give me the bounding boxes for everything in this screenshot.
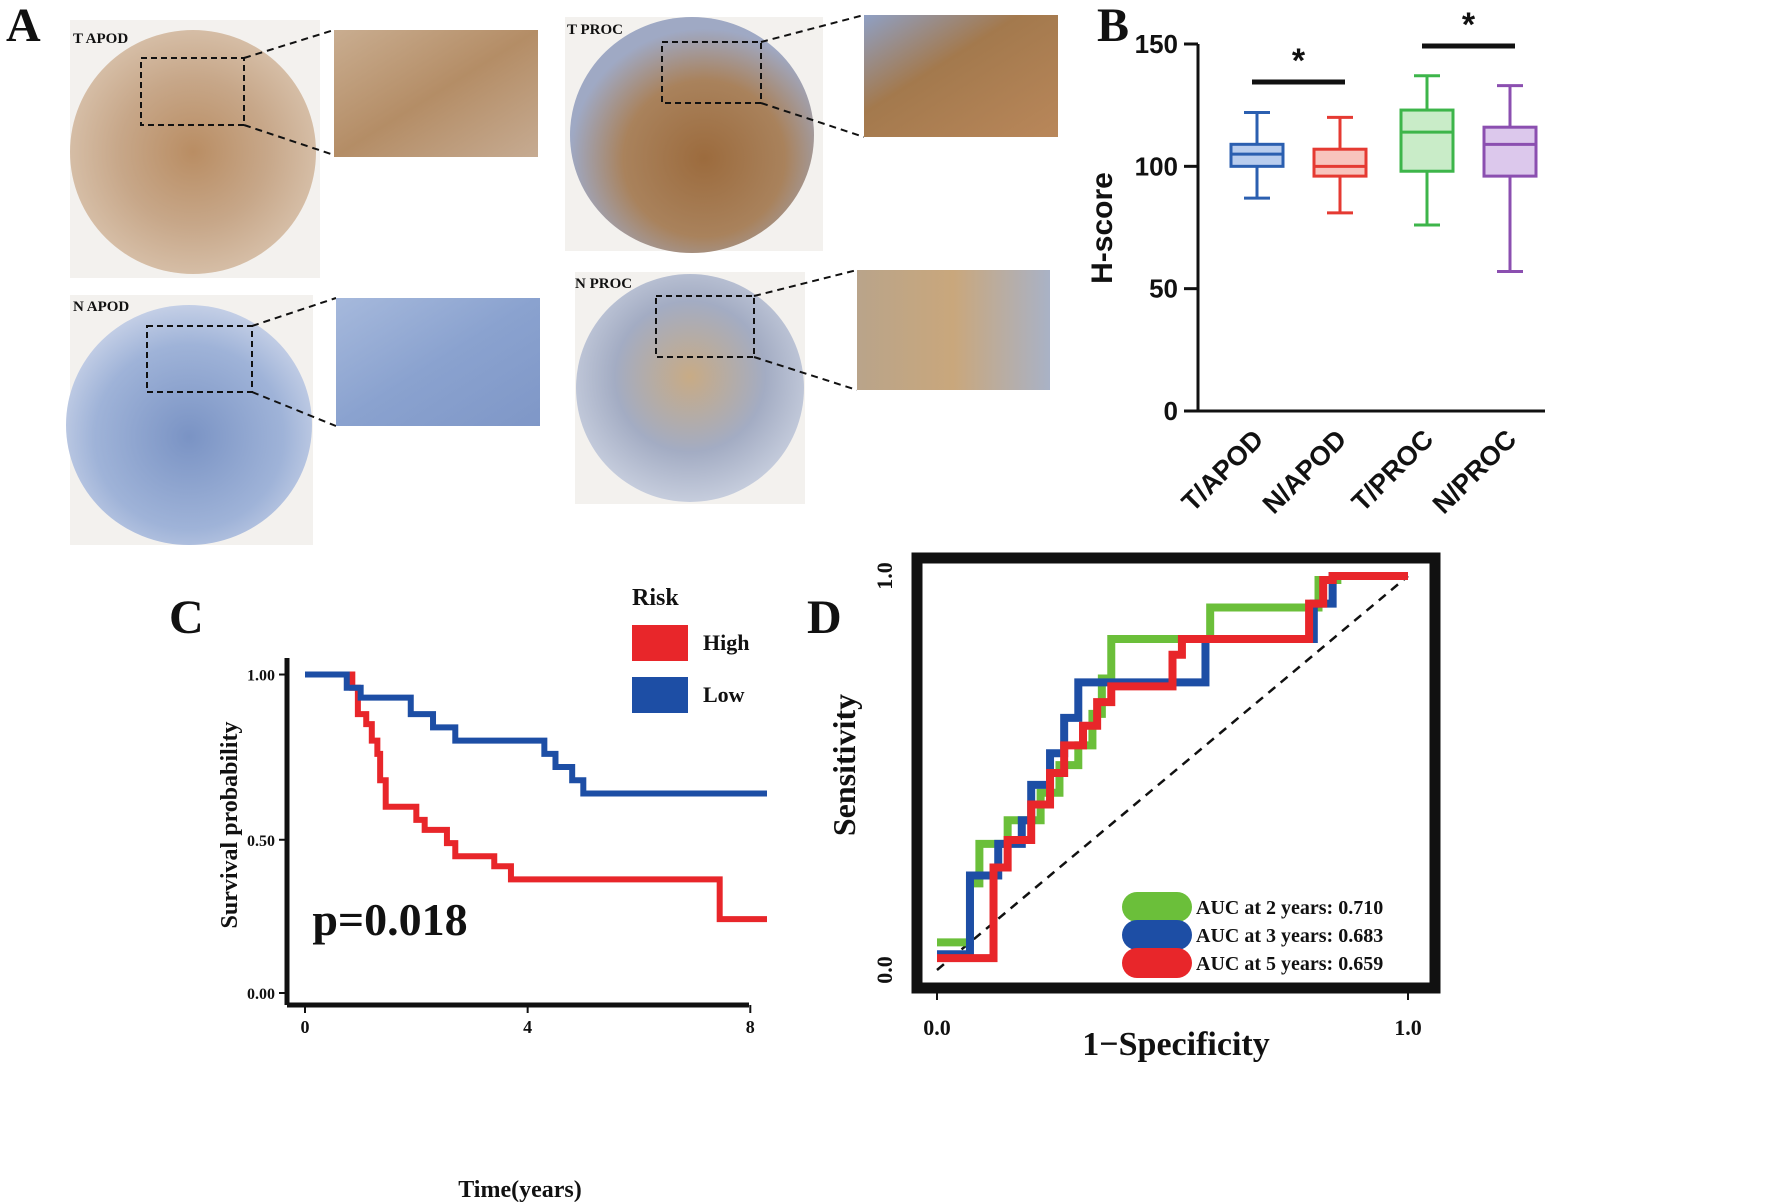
significance-star: *	[1292, 42, 1306, 80]
panel-letter-c: C	[169, 591, 204, 644]
core-t-proc	[570, 17, 814, 253]
y-tick-label: 0.50	[247, 833, 275, 850]
box-n-proc	[1482, 125, 1538, 178]
roi-box-n-apod	[146, 325, 253, 393]
x-tick-label: 1.0	[1394, 1015, 1422, 1040]
box-n-apod	[1312, 147, 1368, 178]
zoom-n-proc	[857, 270, 1050, 390]
y-tick-label: 150	[1135, 29, 1178, 59]
core-label-n-apod: N APOD	[73, 299, 130, 315]
legend-label-low: Low	[703, 682, 745, 707]
significance-star: *	[1462, 6, 1476, 44]
x-tick-label: 0	[301, 1017, 310, 1037]
core-label-t-apod: T APOD	[73, 31, 129, 47]
y-tick-label: 0	[1164, 396, 1178, 426]
diagonal-reference-line	[936, 575, 1409, 971]
legend-swatch-2	[1122, 920, 1192, 950]
box-t-proc	[1399, 108, 1455, 173]
y-axis-label: Survival probability	[217, 722, 243, 929]
legend-label-3: AUC at 5 years: 0.659	[1196, 953, 1383, 975]
y-tick-label: 1.00	[247, 668, 275, 685]
roi-box-t-apod	[140, 57, 245, 126]
core-label-t-proc: T PROC	[567, 22, 623, 38]
panel-letter-a: A	[6, 0, 41, 52]
panel-letter-b: B	[1097, 0, 1130, 52]
roc-curve-2	[937, 572, 1408, 959]
core-t-apod	[70, 30, 316, 274]
km-curve-high	[305, 671, 767, 923]
roc-curve-1	[937, 572, 1408, 947]
legend-swatch-high	[632, 625, 688, 661]
x-tick-label: 4	[523, 1017, 532, 1037]
zoom-t-proc	[864, 15, 1058, 137]
x-tick-label: 8	[746, 1017, 755, 1037]
p-value-annotation: p=0.018	[312, 894, 467, 945]
y-tick-label: 50	[1149, 274, 1178, 304]
legend-swatch-low	[632, 677, 688, 713]
y-axis-label: Sensitivity	[826, 694, 862, 836]
legend-label-1: AUC at 2 years: 0.710	[1196, 897, 1383, 919]
km-curve-low	[305, 671, 767, 797]
x-tick-label: 0.0	[923, 1015, 951, 1040]
legend-label-high: High	[703, 630, 749, 655]
legend-title: Risk	[632, 585, 679, 611]
legend-label-2: AUC at 3 years: 0.683	[1196, 925, 1383, 947]
panel-letter-d: D	[807, 591, 842, 644]
roc-plot-frame	[911, 552, 1441, 994]
y-tick-label: 1.0	[872, 562, 897, 590]
zoom-t-apod	[334, 30, 538, 157]
x-axis-label: Time(years)	[458, 1177, 582, 1202]
y-axis-label: H-score	[1086, 172, 1119, 284]
core-label-n-proc: N PROC	[575, 276, 633, 292]
core-n-proc	[576, 274, 804, 502]
x-axis-label: 1−Specificity	[1082, 1026, 1269, 1063]
y-tick-label: 100	[1135, 151, 1178, 181]
y-tick-label: 0.0	[872, 956, 897, 984]
roc-curve-3	[937, 572, 1408, 963]
core-n-apod	[66, 305, 312, 545]
zoom-n-apod	[336, 298, 540, 426]
legend-swatch-1	[1122, 892, 1192, 922]
y-tick-label: 0.00	[247, 986, 275, 1003]
legend-swatch-3	[1122, 948, 1192, 978]
